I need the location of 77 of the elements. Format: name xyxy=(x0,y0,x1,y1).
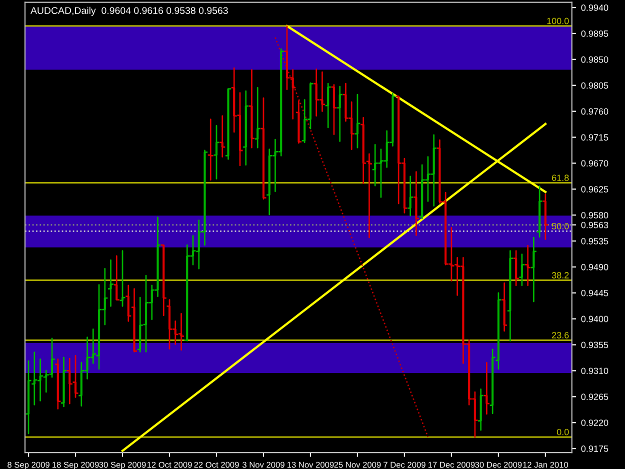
x-tick-label: 12 Jan 2010 xyxy=(523,462,568,468)
y-tick-label: 0.9895 xyxy=(581,30,608,37)
candlestick xyxy=(536,186,542,238)
candlestick xyxy=(530,236,536,302)
x-tick-label: 8 Sep 2009 xyxy=(8,462,50,469)
candlestick xyxy=(331,84,337,136)
x-tick-label: 13 Nov 2009 xyxy=(287,462,334,468)
y-tick-label: 0.9760 xyxy=(581,108,608,115)
y-tick-label: 0.9715 xyxy=(581,134,608,141)
y-tick-label: 0.9310 xyxy=(581,368,608,374)
candlestick xyxy=(519,254,525,286)
candlestick xyxy=(254,86,260,148)
annotation: 100.0 xyxy=(547,18,569,24)
candlestick xyxy=(496,292,502,370)
candlestick xyxy=(360,116,366,184)
y-tick-label: 0.9850 xyxy=(581,56,608,63)
candlestick xyxy=(325,82,331,128)
annotation: 23.6 xyxy=(552,332,569,338)
y-tick-label: 0.9445 xyxy=(581,290,608,296)
candlestick xyxy=(220,115,226,158)
candlestick xyxy=(507,250,513,342)
y-tick-label: 0.9625 xyxy=(581,186,608,192)
candlestick xyxy=(484,362,490,415)
candlestick xyxy=(502,282,508,332)
y-tick-label: 0.9805 xyxy=(581,82,608,89)
annotation: 50.0 xyxy=(552,223,569,230)
candlestick xyxy=(208,118,214,181)
x-tick-label: 18 Sep 2009 xyxy=(52,462,99,469)
candlestick xyxy=(55,358,61,410)
candlestick xyxy=(160,244,166,316)
candlestick xyxy=(66,358,72,404)
candlestick xyxy=(126,284,132,322)
candlestick xyxy=(513,250,519,286)
x-tick-label: 17 Dec 2009 xyxy=(428,462,475,468)
candlestick xyxy=(408,176,414,216)
y-tick-label: 0.9400 xyxy=(581,316,608,322)
candlestick xyxy=(296,100,302,144)
candlestick xyxy=(260,97,266,200)
candlestick xyxy=(72,355,78,398)
y-tick-label: 0.9563 xyxy=(581,222,608,228)
candlestick xyxy=(114,255,120,301)
annotation: 0.0 xyxy=(556,428,569,436)
chart-title: AUDCAD,Daily 0.9604 0.9616 0.9538 0.9563 xyxy=(30,6,228,16)
candlestick xyxy=(478,388,484,431)
candlestick xyxy=(120,250,126,307)
y-tick-label: 0.9265 xyxy=(581,394,608,400)
candlestick xyxy=(248,69,254,148)
candlestick xyxy=(108,259,114,307)
y-tick-label: 0.9580 xyxy=(581,212,608,218)
candlestick xyxy=(366,153,372,238)
x-tick-label: 30 Sep 2009 xyxy=(99,462,146,469)
x-tick-label: 3 Nov 2009 xyxy=(242,462,284,468)
y-tick-label: 0.9940 xyxy=(581,4,608,11)
annotation: 38.2 xyxy=(552,272,569,278)
candlestick xyxy=(61,356,67,408)
y-tick-label: 0.9535 xyxy=(581,238,608,244)
candlestick xyxy=(525,244,531,286)
candlestick xyxy=(337,86,343,142)
y-tick-label: 0.9220 xyxy=(581,420,608,426)
x-tick-label: 30 Dec 2009 xyxy=(475,462,522,468)
candlestick xyxy=(542,194,548,240)
y-tick-label: 0.9175 xyxy=(581,446,608,452)
y-tick-label: 0.9490 xyxy=(581,264,608,270)
x-tick-label: 7 Dec 2009 xyxy=(384,462,426,468)
x-tick-label: 22 Oct 2009 xyxy=(194,462,239,468)
candlestick xyxy=(26,360,32,434)
candlestick xyxy=(132,288,138,352)
candlestick xyxy=(354,94,360,148)
x-tick-label: 25 Nov 2009 xyxy=(334,462,381,468)
candlestick xyxy=(243,90,249,166)
x-tick-label: 12 Oct 2009 xyxy=(147,462,192,468)
candlestick xyxy=(214,125,220,180)
annotation: 61.8 xyxy=(552,174,569,182)
candlestick xyxy=(413,171,419,236)
y-tick-label: 0.9355 xyxy=(581,342,608,348)
candlestick xyxy=(490,348,496,414)
y-tick-label: 0.9670 xyxy=(581,160,608,167)
